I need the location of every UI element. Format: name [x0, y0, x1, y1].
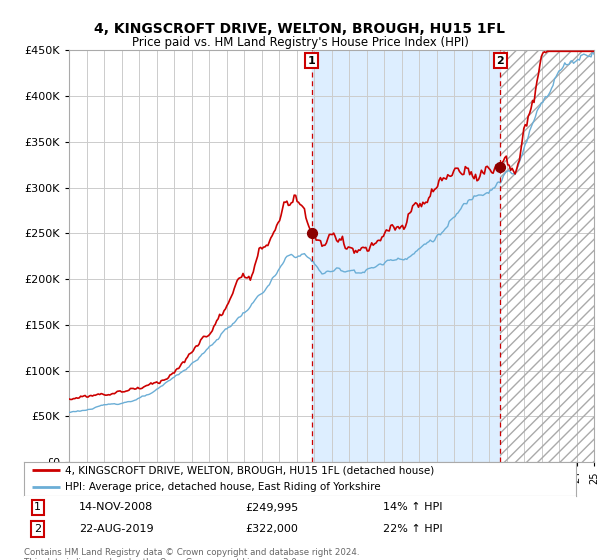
- Text: 14-NOV-2008: 14-NOV-2008: [79, 502, 154, 512]
- Text: 14% ↑ HPI: 14% ↑ HPI: [383, 502, 442, 512]
- Text: 1: 1: [34, 502, 41, 512]
- Bar: [500, 50, 594, 462]
- Text: 4, KINGSCROFT DRIVE, WELTON, BROUGH, HU15 1FL: 4, KINGSCROFT DRIVE, WELTON, BROUGH, HU1…: [95, 22, 505, 36]
- Text: 2: 2: [34, 524, 41, 534]
- Text: 22-AUG-2019: 22-AUG-2019: [79, 524, 154, 534]
- Point: [496, 163, 505, 172]
- Text: Contains HM Land Registry data © Crown copyright and database right 2024.
This d: Contains HM Land Registry data © Crown c…: [24, 548, 359, 560]
- Point: [307, 229, 317, 238]
- Text: £322,000: £322,000: [245, 524, 298, 534]
- Text: HPI: Average price, detached house, East Riding of Yorkshire: HPI: Average price, detached house, East…: [65, 482, 381, 492]
- Text: 2: 2: [496, 55, 504, 66]
- Text: 22% ↑ HPI: 22% ↑ HPI: [383, 524, 442, 534]
- Text: £249,995: £249,995: [245, 502, 298, 512]
- Bar: [500, 50, 594, 462]
- Text: Price paid vs. HM Land Registry's House Price Index (HPI): Price paid vs. HM Land Registry's House …: [131, 36, 469, 49]
- Text: 1: 1: [308, 55, 316, 66]
- Text: 4, KINGSCROFT DRIVE, WELTON, BROUGH, HU15 1FL (detached house): 4, KINGSCROFT DRIVE, WELTON, BROUGH, HU1…: [65, 465, 434, 475]
- Bar: [312, 50, 500, 462]
